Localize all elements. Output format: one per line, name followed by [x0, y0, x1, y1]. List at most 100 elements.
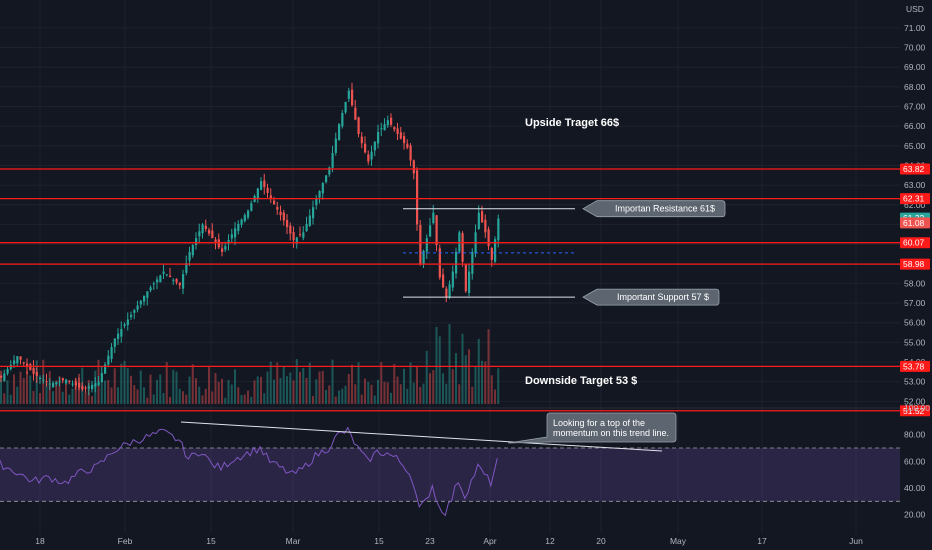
volume-bar — [227, 379, 230, 404]
candle-body — [341, 113, 344, 127]
candle-body — [71, 383, 74, 385]
price-tick-label: 57.00 — [904, 298, 926, 308]
volume-bar — [240, 394, 243, 404]
rsi-line — [0, 426, 498, 517]
candle-body — [442, 274, 445, 288]
candle-body — [357, 117, 360, 134]
candle-body — [266, 187, 269, 193]
candle-body — [279, 211, 282, 216]
time-tick-label: 12 — [545, 536, 555, 546]
price-tick-label: 63.00 — [904, 180, 926, 190]
volume-bar — [334, 396, 337, 404]
volume-bar — [490, 375, 493, 404]
candle-body — [139, 300, 142, 305]
rsi-trendline — [180, 421, 663, 452]
time-tick-label: 23 — [425, 536, 435, 546]
volume-bar — [152, 394, 155, 404]
volume-bar — [159, 374, 162, 404]
candle-body — [237, 223, 240, 231]
candle-body — [276, 206, 279, 210]
candle-body — [120, 328, 123, 337]
volume-bar — [416, 365, 418, 404]
volume-bar — [354, 384, 357, 404]
volume-bar — [370, 384, 373, 404]
volume-bar — [13, 374, 15, 404]
candle-body — [22, 362, 25, 364]
volume-bar — [406, 388, 409, 404]
candle-body — [204, 225, 207, 230]
volume-bar — [302, 367, 305, 404]
volume-bar — [188, 376, 191, 404]
volume-bar — [331, 359, 334, 404]
level-tag — [900, 360, 930, 372]
volume-bar — [338, 390, 340, 404]
volume-bar — [425, 350, 428, 404]
volume-bar — [107, 379, 110, 404]
candle-body — [305, 223, 308, 232]
horizontal-levels[interactable] — [0, 168, 900, 412]
support-callout — [582, 288, 720, 306]
level-tag — [900, 405, 930, 417]
candle-body — [331, 152, 334, 168]
candle-body — [286, 219, 289, 228]
volume-bar — [26, 371, 28, 404]
candle-body — [175, 279, 178, 283]
annotations[interactable]: Importan Resistance 61$ Important Support… — [180, 117, 726, 452]
candle-body — [308, 215, 311, 226]
candle-body — [104, 364, 107, 374]
volume-bar — [247, 390, 249, 404]
candle-body — [211, 230, 214, 239]
time-tick-label: 17 — [757, 536, 767, 546]
candle-body — [435, 215, 438, 246]
volume-bar — [276, 362, 279, 404]
candle-body — [416, 170, 419, 225]
candle-body — [208, 229, 211, 234]
price-tick-label: 71.00 — [904, 23, 926, 33]
candle-body — [383, 124, 386, 131]
candle-body — [282, 212, 285, 221]
rsi-band-fill — [0, 448, 900, 502]
rsi-tick-label: 100.00 — [904, 403, 930, 413]
volume-bar — [84, 392, 87, 404]
candle-body — [133, 310, 136, 313]
volume-bar — [204, 388, 207, 404]
candle-body — [100, 373, 103, 383]
price-axis[interactable]: 71.0070.0069.0068.0067.0066.0065.0064.00… — [900, 23, 930, 520]
volume-bar — [419, 386, 422, 404]
volume-bar — [136, 389, 139, 404]
volume-bar — [110, 387, 113, 404]
volume-bar — [341, 388, 344, 404]
time-axis[interactable]: 18 Feb 15 Mar 15 23 Apr 12 20 May 17 Jun — [35, 536, 863, 546]
candle-body — [497, 218, 500, 241]
price-tick-label: 58.00 — [904, 278, 926, 288]
volume-bar — [123, 360, 126, 404]
volume-bar — [45, 381, 48, 404]
volume-bar — [308, 362, 311, 404]
volume-bar — [130, 375, 132, 404]
candle-body — [87, 386, 90, 389]
candle-body — [74, 381, 77, 386]
candle-body — [156, 279, 159, 283]
volume-bar — [214, 373, 217, 404]
candle-body — [396, 128, 399, 134]
candle-body — [217, 239, 220, 248]
candle-body — [188, 251, 191, 261]
candle-body — [318, 190, 321, 198]
price-tick-label: 62.00 — [904, 200, 926, 210]
candle-body — [234, 228, 237, 238]
candle-body — [52, 382, 55, 387]
volume-bar — [484, 361, 487, 404]
volume-bar — [295, 359, 298, 404]
volume-bar — [396, 376, 399, 404]
volume-bar — [260, 376, 262, 404]
candle-body — [269, 195, 272, 199]
volume-bar — [175, 371, 178, 404]
volume-bar — [39, 393, 41, 404]
candle-body — [464, 264, 467, 292]
candle-body — [61, 378, 64, 381]
candle-body — [230, 234, 233, 239]
candle-body — [195, 238, 198, 246]
grid — [0, 0, 900, 533]
candle-body — [201, 224, 204, 234]
